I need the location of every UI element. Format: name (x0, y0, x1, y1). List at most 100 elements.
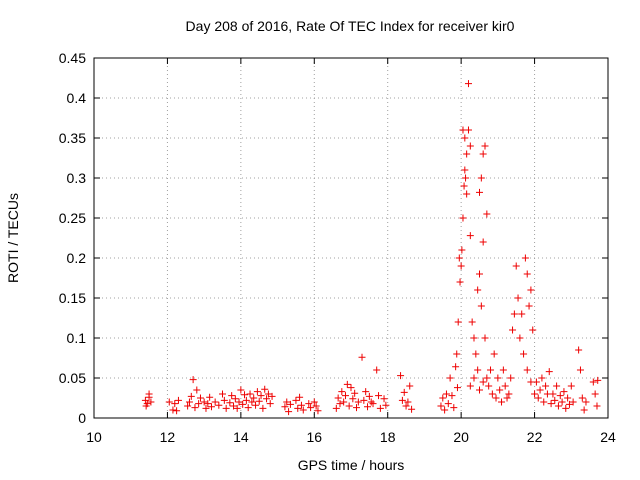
y-tick-label: 0.3 (67, 170, 87, 186)
data-point (257, 392, 265, 400)
data-point (461, 134, 469, 142)
data-point (510, 310, 518, 318)
y-tick-label: 0.45 (59, 50, 86, 66)
data-point (520, 350, 528, 358)
axis-ticks: 0 0.05 0.1 0.15 0.2 0.25 0.3 0.35 0.4 0.45 10 12 14 1… (59, 50, 616, 445)
data-point (459, 214, 467, 222)
data-point (219, 390, 226, 398)
data-point (551, 396, 559, 404)
data-point (523, 366, 531, 374)
data-point (454, 318, 462, 326)
data-point (494, 374, 502, 382)
data-point (464, 126, 472, 134)
data-point (556, 392, 564, 400)
data-point (196, 394, 204, 402)
data-point (477, 174, 485, 182)
data-point (523, 270, 531, 278)
data-point (400, 388, 408, 396)
data-point (226, 399, 234, 407)
data-point (589, 378, 597, 386)
data-point (567, 382, 575, 390)
data-point (518, 310, 526, 318)
y-tick-label: 0.15 (59, 290, 86, 306)
data-point (375, 392, 383, 400)
data-point (314, 407, 322, 415)
data-point (233, 404, 241, 412)
data-point (369, 400, 377, 408)
data-point (332, 404, 340, 412)
data-point (521, 254, 529, 262)
data-point (472, 350, 480, 358)
data-point (222, 404, 230, 412)
data-point (527, 286, 535, 294)
data-point (463, 190, 471, 198)
y-tick-label: 0.1 (67, 330, 87, 346)
data-point (481, 142, 489, 150)
x-tick-label: 18 (380, 429, 396, 445)
data-point (193, 386, 201, 394)
data-point (580, 406, 588, 414)
data-point (185, 398, 193, 406)
data-point (483, 210, 491, 218)
data-point (173, 407, 181, 415)
data-point (549, 390, 557, 398)
data-point (562, 404, 570, 412)
y-tick-label: 0.05 (59, 370, 86, 386)
data-point (516, 334, 524, 342)
data-point (553, 382, 561, 390)
data-point (461, 166, 469, 174)
data-point (402, 402, 410, 410)
data-point (297, 401, 305, 409)
data-point (336, 400, 344, 408)
data-point (470, 374, 478, 382)
data-point (211, 398, 219, 406)
data-point (169, 406, 177, 414)
data-point (239, 400, 247, 408)
data-point (285, 408, 293, 416)
x-tick-label: 10 (86, 429, 102, 445)
data-point (373, 366, 381, 374)
data-point (569, 398, 577, 406)
data-point (531, 390, 539, 398)
data-point (307, 404, 315, 412)
data-point (195, 400, 203, 408)
data-point (547, 400, 555, 408)
data-point (560, 388, 568, 396)
data-point (525, 302, 533, 310)
data-point (439, 394, 447, 402)
data-point (206, 393, 214, 401)
x-tick-label: 12 (160, 429, 176, 445)
data-point (446, 374, 454, 382)
data-point (382, 401, 390, 409)
data-point (241, 391, 249, 399)
plot-frame (93, 57, 609, 419)
data-point (540, 398, 548, 406)
data-point (281, 403, 289, 411)
data-point (360, 396, 368, 404)
data-point (492, 394, 500, 402)
data-point (165, 398, 173, 406)
data-point (204, 400, 212, 408)
data-point (406, 382, 414, 390)
data-point (228, 392, 236, 400)
data-point (248, 398, 256, 406)
x-tick-label: 24 (600, 429, 616, 445)
data-point (376, 404, 384, 412)
data-point (453, 350, 461, 358)
data-point (338, 388, 346, 396)
data-point (593, 402, 601, 410)
data-point (498, 398, 506, 406)
data-point (174, 396, 182, 404)
data-point (187, 392, 195, 400)
data-point (253, 388, 261, 396)
data-point (503, 394, 511, 402)
data-point (476, 386, 483, 394)
data-point (564, 394, 572, 402)
y-axis-label: ROTI / TECUs (5, 193, 21, 283)
data-point (142, 402, 150, 410)
data-point (512, 262, 520, 270)
data-point (538, 374, 546, 382)
data-point (141, 396, 149, 404)
data-point (266, 400, 274, 408)
data-point (398, 396, 406, 404)
